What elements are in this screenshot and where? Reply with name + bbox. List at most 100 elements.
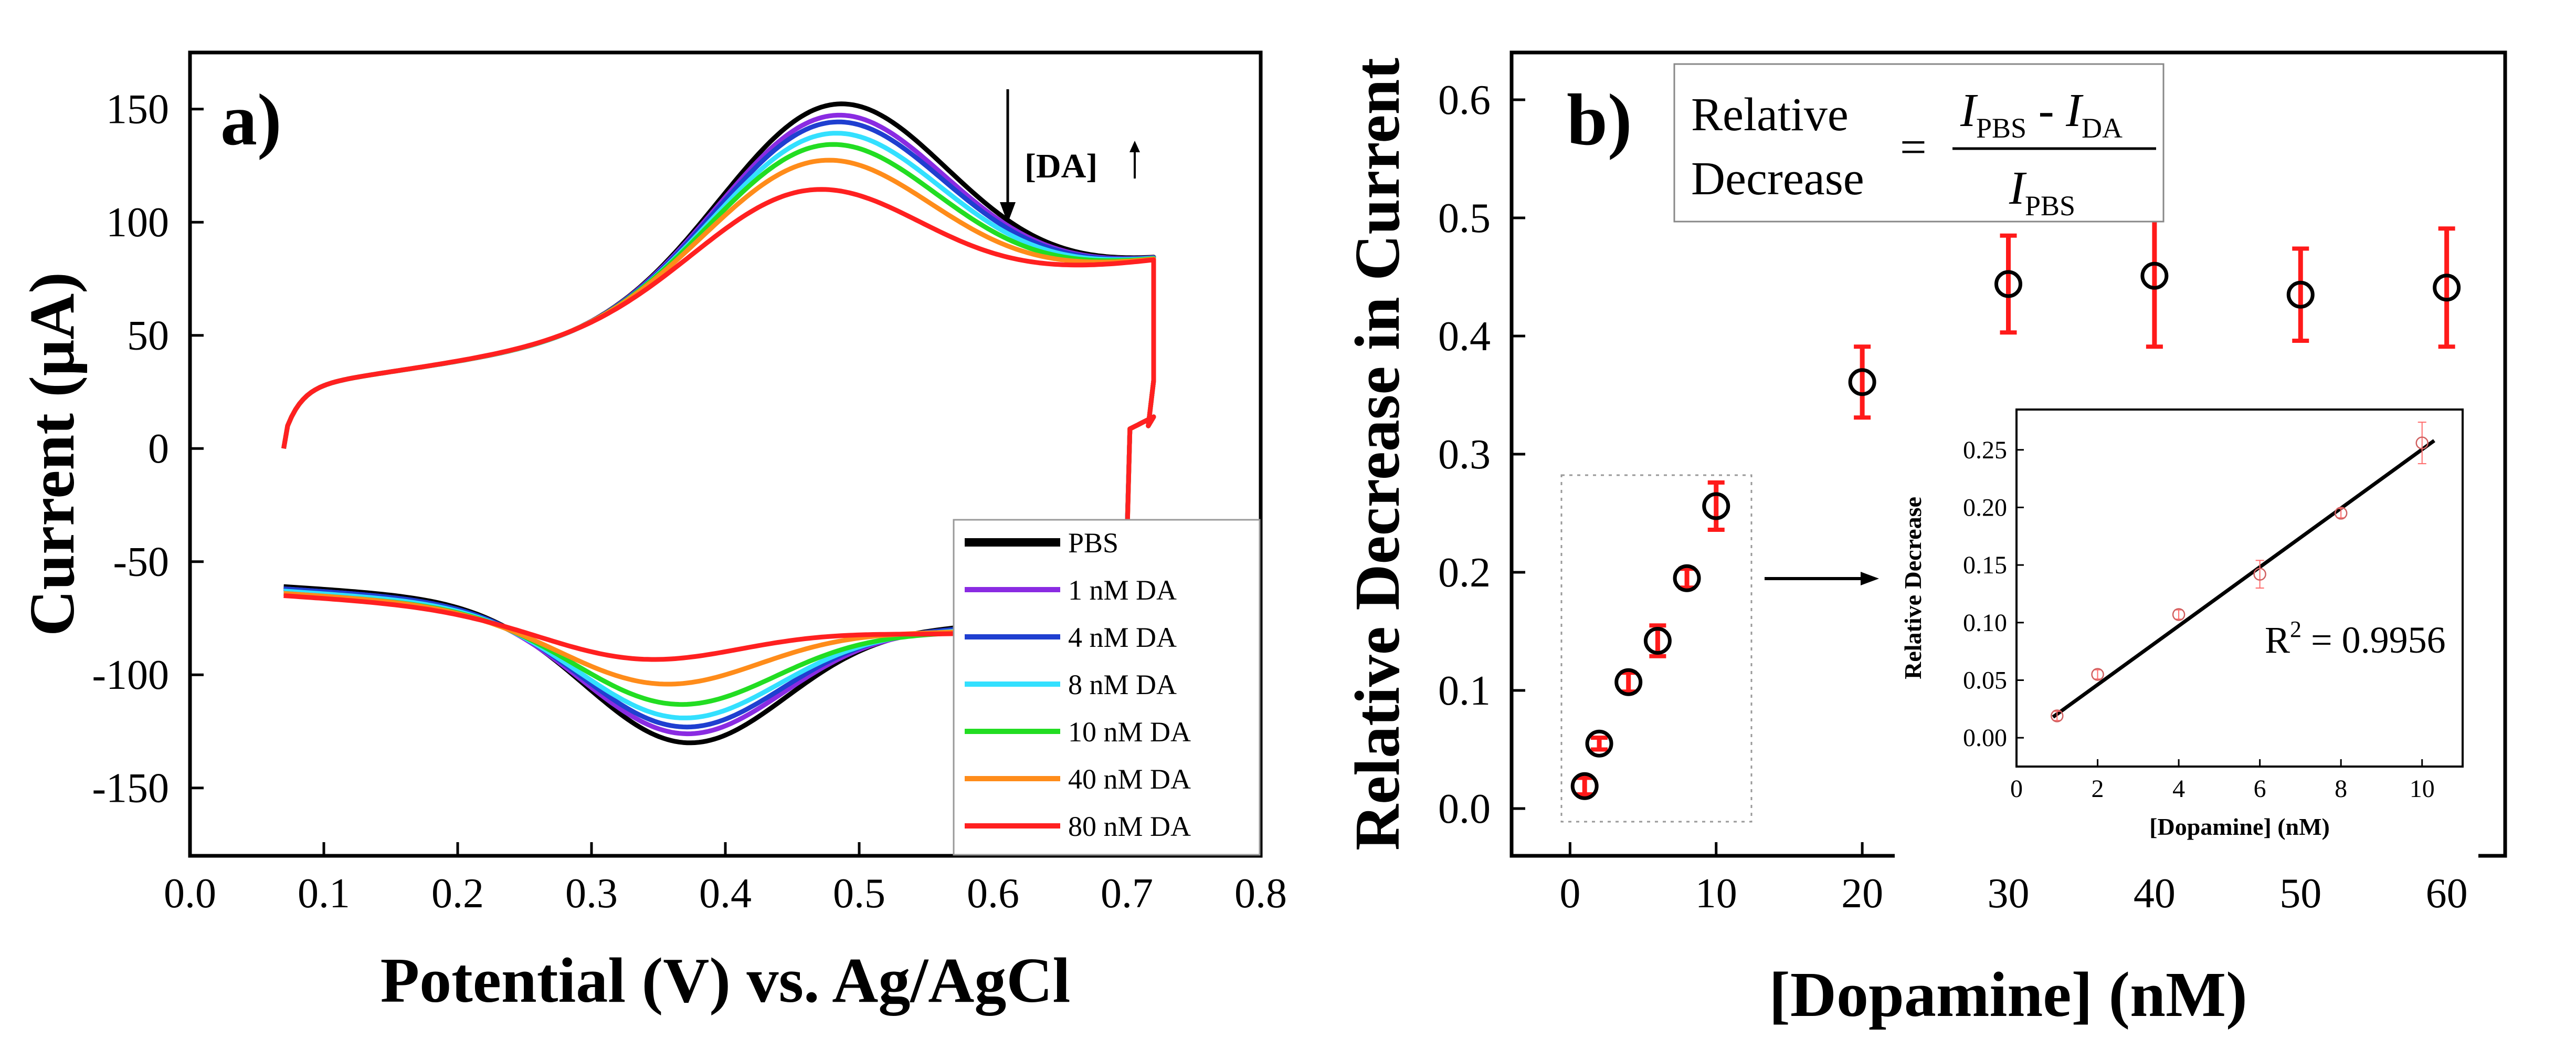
x-tick-label: 40 <box>2134 871 2176 917</box>
data-point <box>1673 564 1701 592</box>
x-tick-label: 20 <box>1841 871 1883 917</box>
x-tick-label: 0.4 <box>699 871 752 917</box>
legend-label: 4 nM DA <box>1068 622 1177 653</box>
inset-data-point <box>2253 568 2266 581</box>
x-tick-label: 0.8 <box>1234 871 1287 917</box>
formula-numerator: IPBS - IDA <box>1960 85 2123 144</box>
x-tick-label: 0 <box>2010 775 2023 803</box>
inset-data-point <box>2172 608 2186 621</box>
formula-equals: = <box>1900 121 1927 173</box>
x-tick-label: 10 <box>2410 775 2435 803</box>
y-tick-label: 0.20 <box>1963 494 2007 521</box>
inset-plot-frame <box>2015 408 2464 768</box>
y-tick-label: 0.0 <box>1438 786 1491 832</box>
panel-a-label: a) <box>220 79 282 161</box>
x-tick-label: 0.2 <box>431 871 484 917</box>
inset-data-point <box>2334 507 2348 520</box>
da-annotation-label: [DA] <box>1025 147 1097 185</box>
panel-b-y-axis-label: Relative Decrease in Current <box>1342 58 1413 851</box>
panel-b-label: b) <box>1567 79 1632 161</box>
linear-fit-line <box>2052 439 2435 719</box>
panel-b-chart: 0 10 20 30 40 50 600.00.10.20.30.40.50.6 b) [D… <box>1342 50 2507 1030</box>
panel-b-series <box>1570 203 2461 800</box>
data-point <box>1614 668 1643 696</box>
x-tick-label: 0.3 <box>565 871 618 917</box>
x-tick-label: 0.7 <box>1101 871 1153 917</box>
inset-chart: 0 2 4 6 8 10 0.00 0.05 0.10 0.15 0.20 0.25 [Dopamin… <box>1895 383 2478 866</box>
legend-label: 40 nM DA <box>1068 763 1191 795</box>
y-tick-label: 0.00 <box>1963 724 2007 752</box>
y-tick-label: 50 <box>127 313 169 359</box>
data-point <box>2286 280 2315 309</box>
y-tick-label: 0.5 <box>1438 195 1491 242</box>
data-point <box>1994 270 2022 298</box>
panel-a-y-axis-label: Current (μA) <box>17 272 88 636</box>
x-tick-label: 0 <box>1559 871 1580 917</box>
x-tick-label: 0.6 <box>967 871 1019 917</box>
y-tick-label: 0.6 <box>1438 77 1491 123</box>
x-tick-label: 8 <box>2335 775 2347 803</box>
data-point <box>1585 729 1613 758</box>
data-point <box>1570 772 1599 800</box>
y-tick-label: 0 <box>148 426 169 472</box>
data-point <box>2140 261 2169 290</box>
y-tick-label: 100 <box>106 200 169 246</box>
x-tick-label: 0.0 <box>164 871 216 917</box>
x-tick-label: 30 <box>1988 871 2030 917</box>
legend-label: 80 nM DA <box>1068 811 1191 842</box>
da-up-arrow-head-icon <box>1129 141 1140 152</box>
y-tick-label: 0.1 <box>1438 668 1491 714</box>
panel-a-x-axis-label: Potential (V) vs. Ag/AgCl <box>381 945 1071 1016</box>
legend-label: 10 nM DA <box>1068 716 1191 748</box>
panel-b-x-axis-label: [Dopamine] (nM) <box>1769 959 2247 1030</box>
x-tick-label: 50 <box>2279 871 2321 917</box>
inset-selection-box <box>1560 474 1752 823</box>
y-tick-label: 0.10 <box>1963 609 2007 637</box>
y-tick-label: -100 <box>92 652 169 698</box>
panel-a-chart: 0.0 0.1 0.2 0.3 0.4 0.5 0.6 0.7 0.8 -150 -100 -50 0 5… <box>17 50 1287 1016</box>
r-squared-label: R2 = 0.9956 <box>2265 616 2446 661</box>
y-tick-label: 0.25 <box>1963 436 2007 464</box>
x-tick-label: 6 <box>2254 775 2266 803</box>
inset-axis-ticks: 0 2 4 6 8 10 0.00 0.05 0.10 0.15 0.20 0.25 <box>1963 436 2435 803</box>
legend-label: 8 nM DA <box>1068 669 1177 700</box>
inset-series <box>2051 422 2435 722</box>
y-tick-label: 0.4 <box>1438 313 1491 360</box>
inset-data-point <box>2091 668 2104 681</box>
inset-data-point <box>2415 436 2429 449</box>
formula-denominator: IPBS <box>2009 162 2075 222</box>
legend-label: 1 nM DA <box>1068 574 1177 606</box>
inset-pointer-arrow-head-icon <box>1861 572 1879 585</box>
da-arrow-head-icon <box>1000 202 1016 223</box>
inset-x-axis-label: [Dopamine] (nM) <box>2149 813 2330 840</box>
inset-background <box>1895 383 2478 866</box>
y-tick-label: 0.3 <box>1438 432 1491 478</box>
x-tick-label: 0.5 <box>833 871 885 917</box>
formula-lhs-bottom: Decrease <box>1691 153 1864 205</box>
x-tick-label: 60 <box>2426 871 2468 917</box>
legend-frame <box>953 519 1261 856</box>
y-tick-label: 0.15 <box>1963 551 2007 579</box>
inset-data-point <box>2051 709 2064 722</box>
y-tick-label: 0.05 <box>1963 666 2007 694</box>
y-tick-label: -150 <box>92 766 169 812</box>
panel-a-axis-ticks: 0.0 0.1 0.2 0.3 0.4 0.5 0.6 0.7 0.8 -150 -100 -50 0 5… <box>92 87 1287 917</box>
inset-y-axis-label: Relative Decrease <box>1899 497 1926 679</box>
formula-lhs-top: Relative <box>1691 89 1849 141</box>
y-tick-label: 150 <box>106 87 169 133</box>
y-tick-label: 0.2 <box>1438 550 1491 596</box>
data-point <box>1702 492 1730 520</box>
x-tick-label: 0.1 <box>298 871 350 917</box>
x-tick-label: 4 <box>2172 775 2185 803</box>
x-tick-label: 10 <box>1695 871 1737 917</box>
panel-a-series <box>281 101 1156 746</box>
data-point <box>2433 274 2461 302</box>
data-point <box>1848 368 1876 396</box>
panel-b-axis-ticks: 0 10 20 30 40 50 600.00.10.20.30.40.50.6 <box>1438 77 2468 917</box>
relative-decrease-formula: Relative Decrease = IPBS - IDA IPBS <box>1673 63 2165 223</box>
y-tick-label: -50 <box>113 539 169 585</box>
x-tick-label: 2 <box>2092 775 2104 803</box>
panel-a-legend: PBS 1 nM DA 4 nM DA 8 nM DA 10 nM DA 40 nM DA… <box>953 519 1261 856</box>
legend-label: PBS <box>1068 527 1118 559</box>
